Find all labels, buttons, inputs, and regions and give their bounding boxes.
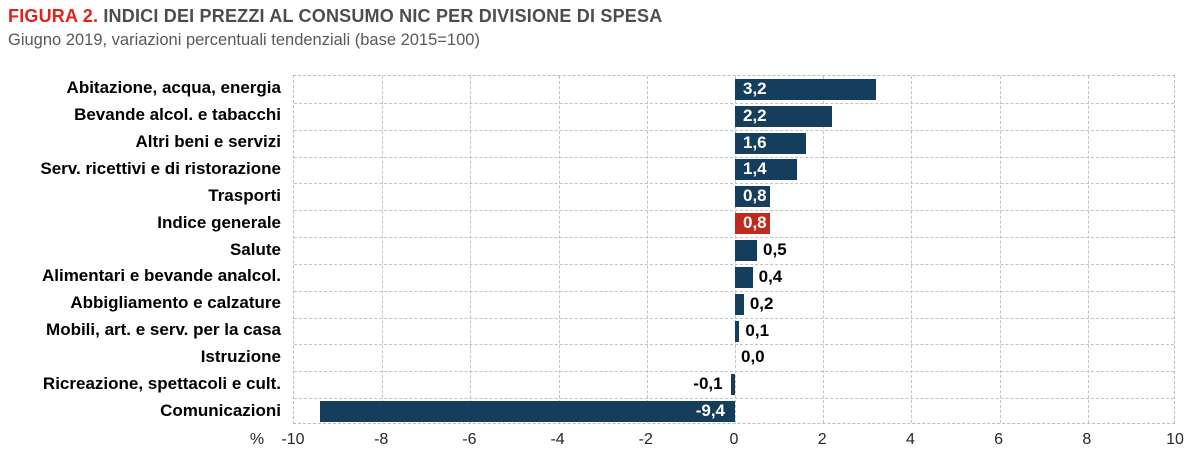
row-separator-gridline [294,371,1174,373]
x-tick-label: 8 [1082,431,1092,448]
bar [735,320,740,342]
bar [735,186,771,208]
gridline-vertical [823,76,825,423]
bar [735,105,833,127]
bar-value-label: 1,4 [743,159,767,179]
category-label: Abitazione, acqua, energia [66,78,281,98]
row-separator-gridline [294,183,1174,185]
x-tick-label: -4 [550,431,565,448]
bar-value-label: 0,2 [749,293,774,313]
category-label: Serv. ricettivi e di ristorazione [40,158,281,178]
row-separator-gridline [294,290,1174,292]
category-label: Salute [229,239,281,259]
bar [735,293,744,315]
chart-title-text: INDICI DEI PREZZI AL CONSUMO NIC PER DIV… [103,6,663,26]
gridline-vertical [1087,76,1089,423]
gridline-vertical [646,76,648,423]
gridline-vertical [470,76,472,423]
bar-value-label: 0,5 [763,240,787,259]
chart-header: FIGURA 2. INDICI DEI PREZZI AL CONSUMO N… [8,6,1188,50]
x-tick-label: -2 [638,431,653,448]
category-label: Alimentari e bevande analcol. [41,266,281,286]
bar-value-label: 2,2 [743,105,767,125]
x-tick-label: 4 [905,431,915,448]
chart-title: FIGURA 2. INDICI DEI PREZZI AL CONSUMO N… [8,6,1188,27]
bar-value-label: -0,1 [693,374,723,394]
row-separator-gridline [294,263,1174,265]
bar-value-label: -9,4 [695,401,725,421]
bar [735,240,758,261]
category-label: Istruzione [200,346,281,366]
bar [735,213,771,235]
x-tick-label: -10 [281,431,305,448]
x-tick-label: 10 [1166,431,1184,448]
plot-area: 3,2 2,2 1,6 1,4 0,8 0,8 0,5 0,4 0,2 0,1 0,0 -0,1 -9,… [293,75,1175,424]
category-axis: Abitazione, acqua, energia Bevande alcol.… [0,75,287,424]
gridline-vertical [911,76,913,423]
category-label: Comunicazioni [160,400,281,420]
category-label: Abbigliamento e calzature [70,293,281,313]
bar-value-label: 0,8 [743,186,767,206]
row-separator-gridline [294,398,1174,400]
bar [735,266,753,288]
x-tick-label: 2 [817,431,827,448]
gridline-vertical [558,76,560,423]
category-label: Ricreazione, spettacoli e cult. [42,373,281,393]
row-separator-gridline [294,102,1174,104]
bar-value-label: 0,4 [758,266,783,286]
bar-value-label: 1,6 [743,132,767,152]
row-separator-gridline [294,156,1174,158]
bar-value-label: 0,1 [745,320,770,340]
category-label: Indice generale [157,212,281,232]
gridline-vertical [382,76,384,423]
row-separator-gridline [294,129,1174,131]
x-tick-label: 0 [729,431,739,448]
percent-symbol: % [249,431,265,448]
category-label: Mobili, art. e serv. per la casa [46,320,281,340]
bar-value-label: 3,2 [743,78,767,98]
x-tick-label: 6 [994,431,1004,448]
x-tick-label: -8 [374,431,389,448]
category-label: Trasporti [208,185,281,205]
row-separator-gridline [294,237,1174,239]
row-separator-gridline [294,344,1174,346]
bar [735,159,797,181]
bar [320,401,735,423]
bar-value-label: 0,0 [741,347,765,367]
figure-number-label: FIGURA 2. [8,6,99,26]
gridline-vertical [999,76,1001,423]
row-separator-gridline [294,317,1174,319]
bar [730,374,735,396]
chart-subtitle: Giugno 2019, variazioni percentuali tend… [8,31,480,49]
bar-value-label: 0,8 [743,213,767,233]
category-label: Bevande alcol. e tabacchi [74,105,281,125]
value-axis: % -10 -8 -6 -4 -2 0 2 4 6 8 10 [0,431,1200,455]
x-tick-label: -6 [462,431,477,448]
bar [735,132,806,154]
row-separator-gridline [294,210,1174,212]
bar [735,78,877,100]
category-label: Altri beni e servizi [135,132,282,152]
